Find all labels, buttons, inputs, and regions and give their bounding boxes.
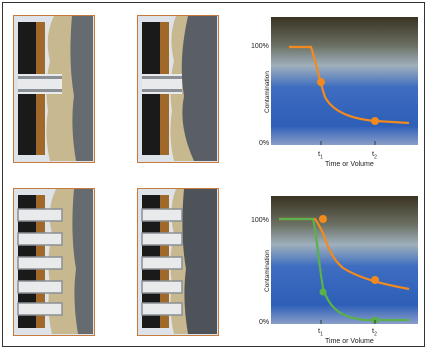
wellbore-panel-multi-probe-initial bbox=[13, 188, 95, 336]
data-marker-t2 bbox=[371, 117, 379, 125]
chart-svg bbox=[271, 17, 418, 145]
data-marker-t1 bbox=[317, 78, 325, 86]
wellbore-illustration bbox=[14, 16, 93, 161]
y-tick-bottom: 0% bbox=[259, 319, 270, 326]
x-axis-label: Time or Volume bbox=[325, 161, 374, 168]
wellbore-panel-single-probe-initial bbox=[13, 15, 95, 163]
chart-svg bbox=[271, 196, 418, 324]
x-tick-t2: t2 bbox=[372, 149, 377, 161]
wellbore-illustration bbox=[14, 189, 93, 334]
x-tick-t1: t1 bbox=[318, 149, 323, 161]
x-axis-label: Time or Volume bbox=[325, 338, 374, 345]
chart-background bbox=[271, 196, 418, 324]
y-axis-label: Contamination bbox=[264, 71, 271, 113]
contamination-curve bbox=[289, 45, 410, 125]
data-marker-green-t1 bbox=[319, 288, 327, 296]
chart-plot-area bbox=[271, 17, 418, 145]
y-axis-label: Contamination bbox=[264, 250, 271, 292]
x-tick-t1: t1 bbox=[318, 326, 323, 338]
y-tick-top: 100% bbox=[251, 43, 269, 50]
contamination-curve-multi-probe bbox=[279, 217, 409, 322]
wellbore-illustration bbox=[138, 16, 217, 161]
x-tick-t2: t2 bbox=[372, 326, 377, 338]
chart-background bbox=[271, 17, 418, 145]
wellbore-panel-multi-probe-cleaned bbox=[137, 188, 219, 336]
figure-frame: 100% 0% Contamination t1 t2 Time or Volu… bbox=[2, 2, 425, 347]
wellbore-panel-single-probe-cleaned bbox=[137, 15, 219, 163]
y-tick-top: 100% bbox=[251, 217, 269, 224]
data-marker-orange-t1 bbox=[319, 215, 327, 223]
y-tick-bottom: 0% bbox=[259, 140, 270, 147]
wellbore-illustration bbox=[138, 189, 217, 334]
chart-plot-area bbox=[271, 196, 418, 324]
data-marker-orange-t2 bbox=[371, 276, 379, 284]
